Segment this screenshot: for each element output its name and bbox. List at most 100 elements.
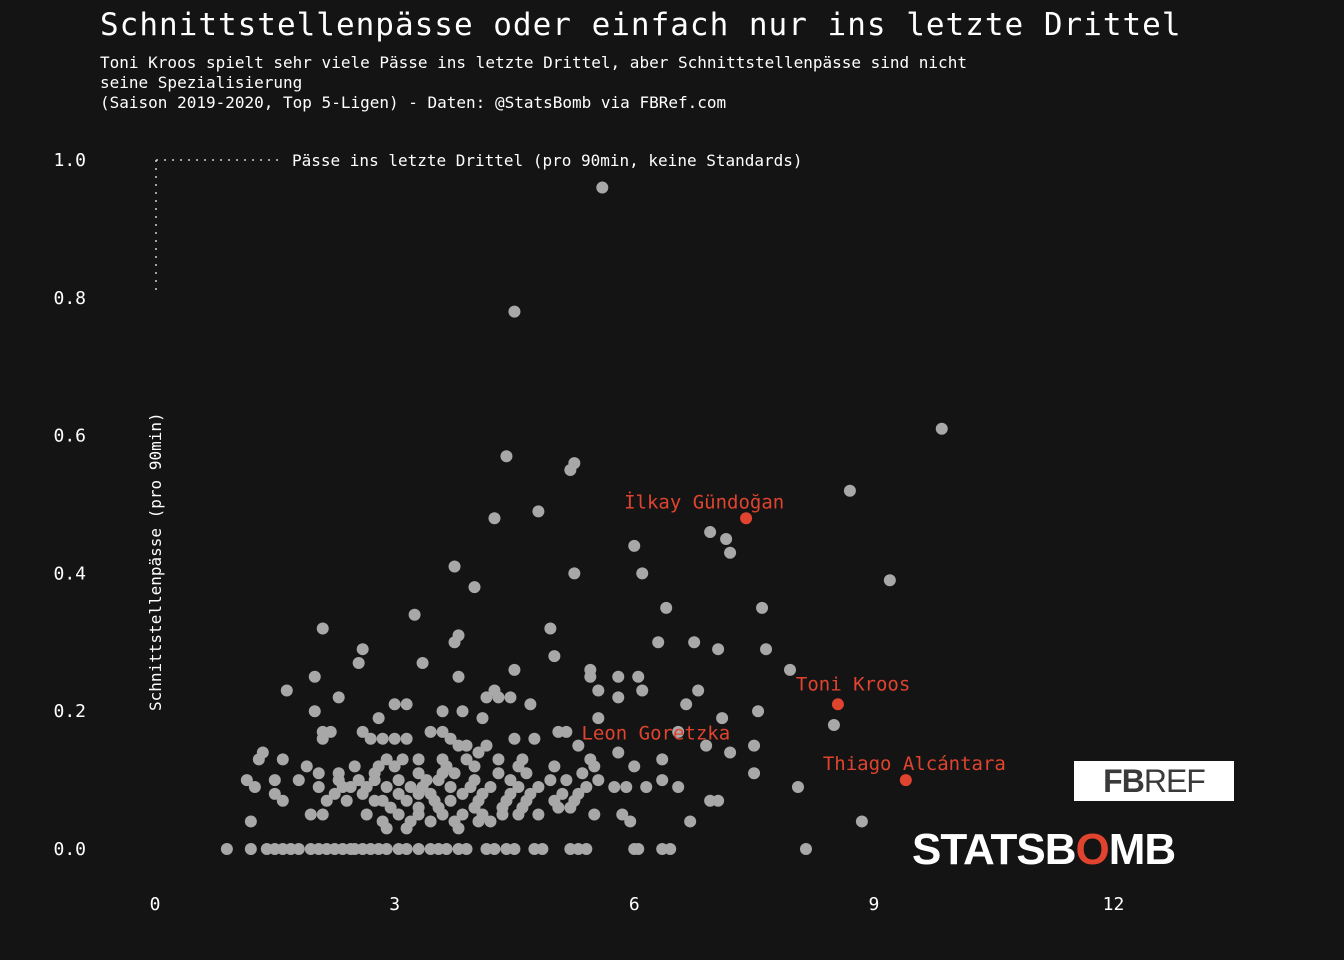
data-point: [680, 698, 693, 711]
highlighted-player-label: Leon Goretzka: [581, 723, 730, 745]
data-point: [536, 843, 549, 855]
data-point: [364, 732, 377, 745]
data-point: [684, 815, 697, 828]
y-tick-labels: 0.0 0.2 0.4 0.6 0.8 1.0: [53, 150, 86, 860]
data-point: [492, 753, 505, 766]
data-point: [584, 670, 597, 683]
x-tick-label: 9: [868, 894, 879, 915]
data-point: [883, 574, 896, 587]
data-point: [460, 843, 473, 855]
x-tick-label: 6: [629, 894, 640, 915]
data-point: [412, 808, 425, 821]
data-point: [412, 753, 425, 766]
data-point: [384, 801, 397, 814]
data-point: [344, 780, 357, 793]
data-point: [580, 843, 593, 855]
data-point: [672, 725, 685, 738]
y-tick-label: 0.8: [53, 288, 86, 309]
data-point: [512, 760, 525, 773]
data-point: [380, 822, 393, 835]
data-point: [656, 774, 669, 787]
data-point: [572, 739, 585, 752]
data-point: [380, 843, 393, 855]
data-point: [576, 767, 589, 780]
data-point: [416, 656, 429, 669]
data-point: [799, 843, 812, 855]
data-point: [496, 808, 509, 821]
data-point: [532, 505, 545, 518]
data-point: [544, 622, 557, 635]
data-point: [652, 636, 665, 649]
data-point: [524, 698, 537, 711]
data-point: [376, 794, 389, 807]
data-point: [712, 643, 725, 656]
data-point: [724, 746, 737, 759]
data-point: [424, 725, 437, 738]
data-point: [612, 670, 625, 683]
x-tick-label: 3: [389, 894, 400, 915]
data-point: [324, 725, 337, 738]
data-point: [508, 305, 521, 318]
fbref-logo-light: REF: [1143, 762, 1206, 799]
data-point: [612, 746, 625, 759]
data-point: [564, 464, 577, 477]
data-point: [480, 739, 493, 752]
data-point: [388, 760, 401, 773]
data-point: [360, 808, 373, 821]
data-point: [620, 780, 633, 793]
data-point: [592, 774, 605, 787]
data-point: [548, 760, 561, 773]
data-point: [460, 753, 473, 766]
data-point: [452, 822, 465, 835]
data-point: [316, 732, 329, 745]
data-point: [688, 636, 701, 649]
y-tick-label: 0.6: [53, 426, 86, 447]
data-point: [488, 843, 501, 855]
data-point: [752, 705, 765, 718]
data-point: [508, 732, 521, 745]
data-point: [268, 787, 281, 800]
data-point: [592, 684, 605, 697]
data-point: [352, 774, 365, 787]
data-point: [484, 780, 497, 793]
data-point: [280, 684, 293, 697]
data-point: [488, 512, 501, 525]
data-point: [560, 774, 573, 787]
data-point: [608, 780, 621, 793]
data-point: [532, 808, 545, 821]
statsbomb-logo-target: O: [1075, 825, 1109, 874]
highlighted-player-label: Thiago Alcántara: [823, 753, 1006, 775]
data-point: [632, 670, 645, 683]
data-point: [480, 691, 493, 704]
data-point: [376, 732, 389, 745]
data-point: [935, 422, 948, 435]
data-point: [388, 698, 401, 711]
data-point: [340, 794, 353, 807]
data-point: [588, 808, 601, 821]
data-point: [456, 787, 469, 800]
data-point: [843, 484, 856, 497]
data-point: [412, 843, 425, 855]
data-point: [424, 815, 437, 828]
data-point: [456, 808, 469, 821]
chart-subtitle-line-1: Toni Kroos spielt sehr viele Pässe ins l…: [100, 53, 967, 72]
data-point: [372, 712, 385, 725]
data-point: [292, 843, 305, 855]
data-point: [316, 808, 329, 821]
data-point: [512, 808, 525, 821]
data-point: [484, 815, 497, 828]
data-point: [855, 815, 868, 828]
highlighted-point: [899, 774, 912, 787]
highlighted-point: [831, 698, 844, 711]
data-point: [436, 725, 449, 738]
data-point: [460, 739, 473, 752]
data-point: [504, 691, 517, 704]
data-points: [220, 181, 948, 855]
data-point: [448, 636, 461, 649]
data-point: [392, 774, 405, 787]
highlighted-player-label: Toni Kroos: [796, 673, 910, 695]
data-point: [748, 767, 761, 780]
y-tick-label: 0.4: [53, 563, 86, 584]
data-point: [308, 670, 321, 683]
